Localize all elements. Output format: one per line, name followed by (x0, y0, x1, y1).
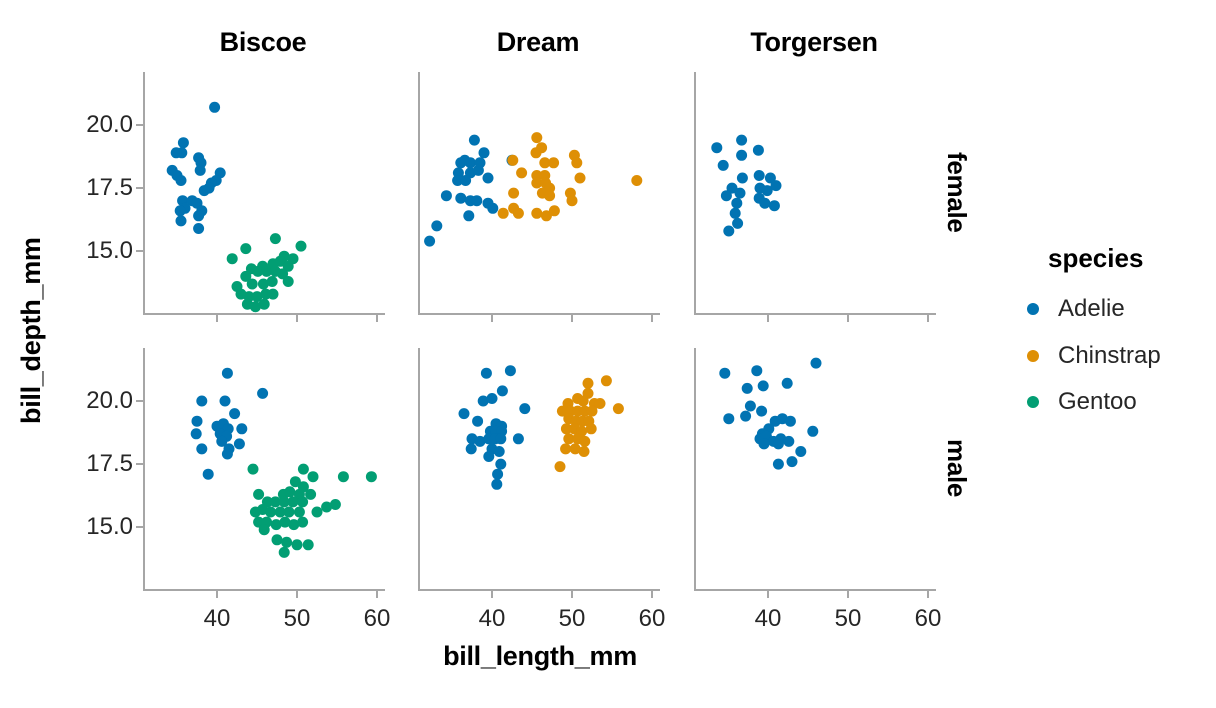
adelie-swatch-icon (1027, 303, 1039, 315)
panel-torgersen-female (694, 72, 936, 322)
row-label-male: male (942, 439, 972, 498)
panel-biscoe-female (136, 72, 385, 322)
scatter-points (711, 134, 782, 237)
scatter-points (458, 365, 624, 490)
x-tick-label: 50 (558, 605, 586, 632)
x-tick-label: 40 (754, 605, 782, 632)
legend-item-gentoo: Gentoo (1027, 388, 1137, 416)
x-tick-label: 60 (363, 605, 391, 632)
gentoo-swatch-icon (1027, 396, 1039, 408)
y-tick-label: 20.0 (86, 111, 133, 138)
scatter-points (719, 357, 822, 470)
facet-title-biscoe: Biscoe (219, 27, 307, 57)
scatter-points (424, 132, 643, 247)
x-axis-label: bill_length_mm (443, 641, 637, 671)
panel-dream-female (418, 72, 660, 322)
legend-label: Adelie (1058, 295, 1125, 322)
x-tick-label: 50 (834, 605, 862, 632)
y-tick-label: 20.0 (86, 387, 133, 414)
scatter-points (166, 101, 307, 313)
x-tick-label: 50 (283, 605, 311, 632)
row-label-female: female (942, 152, 972, 233)
x-tick-label: 60 (638, 605, 666, 632)
panel-biscoe-male (136, 348, 385, 598)
facet-title-torgersen: Torgersen (750, 27, 878, 57)
y-tick-label: 17.5 (86, 450, 133, 477)
scatter-points (190, 367, 377, 558)
legend-item-adelie: Adelie (1027, 295, 1125, 323)
y-tick-label: 15.0 (86, 237, 133, 264)
panel-dream-male (418, 348, 660, 598)
x-tick-label: 40 (203, 605, 231, 632)
chinstrap-swatch-icon (1027, 350, 1039, 362)
legend-item-chinstrap: Chinstrap (1027, 342, 1161, 370)
legend-label: Gentoo (1058, 388, 1137, 415)
facet-title-dream: Dream (496, 27, 580, 57)
y-tick-label: 17.5 (86, 174, 133, 201)
x-tick-label: 40 (478, 605, 506, 632)
legend-title: species (1048, 243, 1144, 273)
x-tick-label: 60 (914, 605, 942, 632)
panel-torgersen-male (694, 348, 936, 598)
legend-label: Chinstrap (1058, 342, 1161, 369)
y-axis-label: bill_depth_mm (16, 237, 46, 424)
y-tick-label: 15.0 (86, 513, 133, 540)
